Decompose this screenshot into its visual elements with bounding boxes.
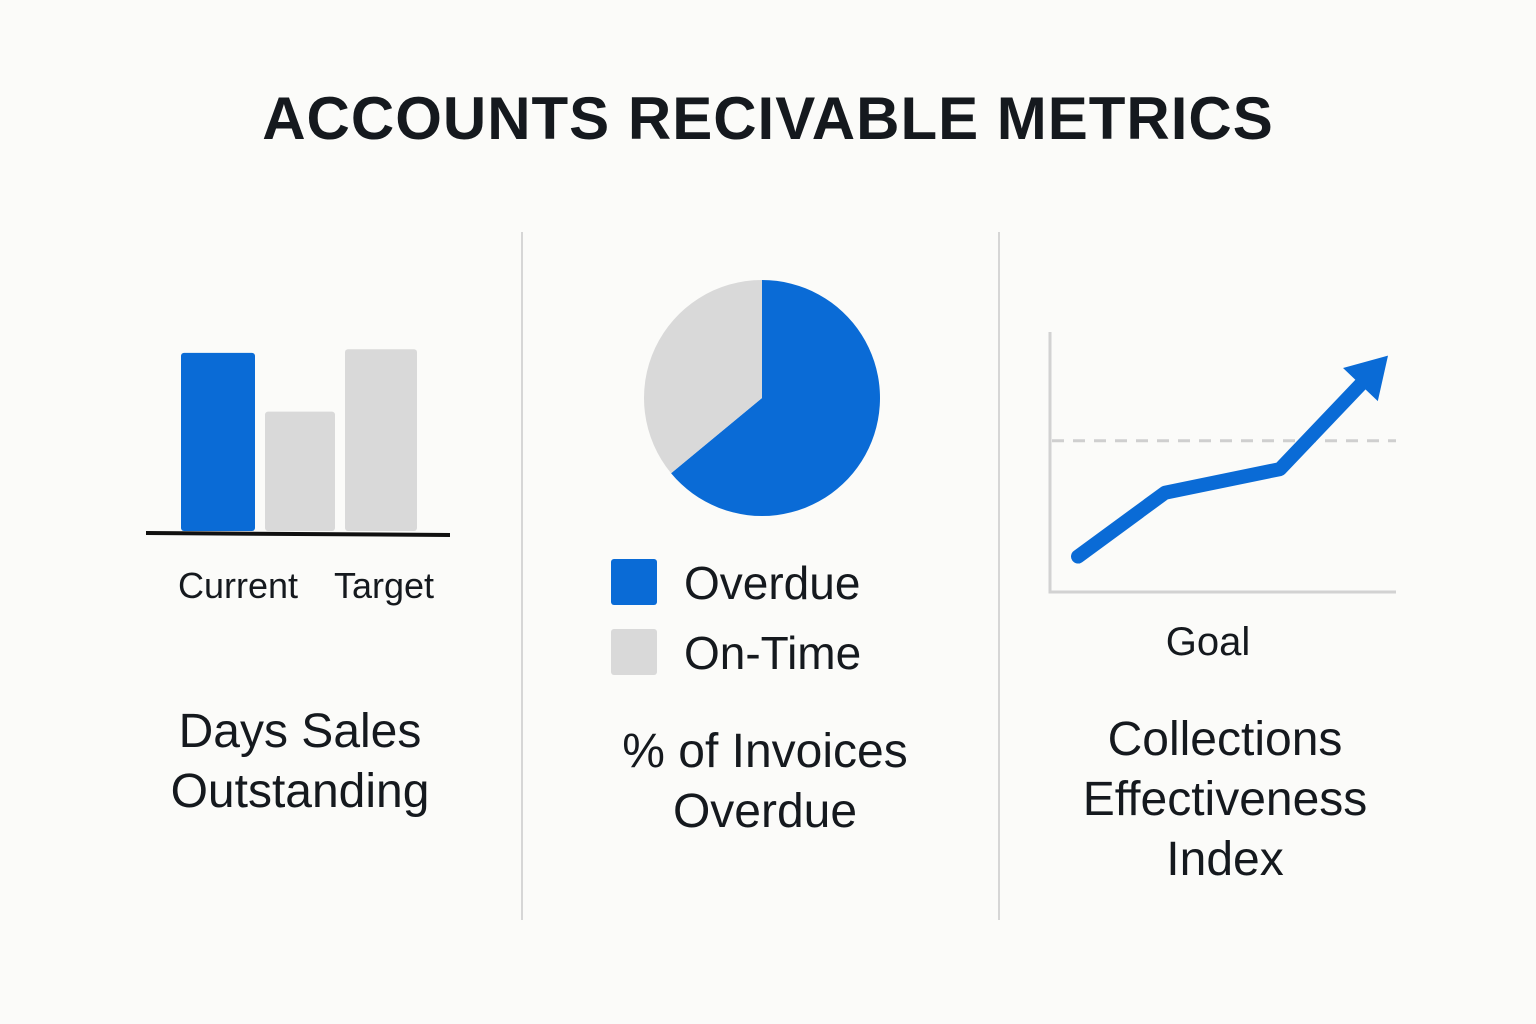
bar-target — [345, 349, 417, 531]
bar-current — [181, 352, 255, 531]
pie-slice-on-time — [644, 280, 762, 474]
overdue-pie-chart: Overdue On-Time — [611, 280, 880, 679]
bar-middle — [265, 411, 335, 531]
tick-label-target: Target — [334, 565, 434, 606]
x-axis-line — [145, 531, 451, 537]
pie-slice-overdue — [671, 280, 880, 516]
divider-right — [998, 232, 1000, 920]
legend-label-on-time: On-Time — [684, 627, 861, 679]
legend-swatch-on-time — [611, 629, 657, 675]
dso-panel-label: Days Sales Outstanding — [170, 705, 430, 818]
cei-line-chart: Goal — [1048, 332, 1396, 664]
legend-swatch-overdue — [611, 559, 657, 605]
trend-arrow-head — [1343, 355, 1388, 402]
axes — [1048, 332, 1396, 594]
tick-label-current: Current — [178, 565, 298, 606]
dso-bar-chart: Current Target — [145, 349, 451, 606]
goal-label: Goal — [1166, 620, 1251, 664]
divider-left — [521, 232, 523, 920]
page-title: ACCOUNTS RECIVABLE METRICS — [262, 85, 1274, 152]
overdue-panel-label: % of Invoices Overdue — [622, 725, 908, 838]
cei-panel-label: Collections Effectiveness Index — [1082, 713, 1368, 886]
cei-series-line — [1071, 373, 1372, 564]
legend-label-overdue: Overdue — [684, 557, 860, 609]
